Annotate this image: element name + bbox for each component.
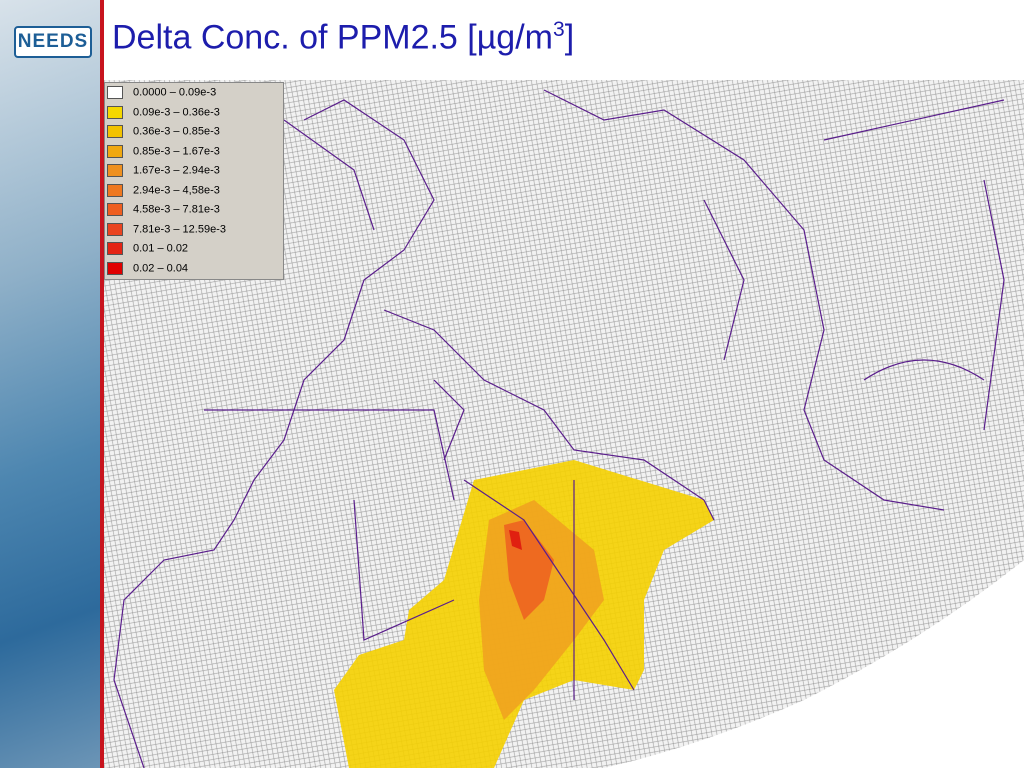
coastlines <box>113 89 1005 768</box>
legend-swatch <box>107 222 123 236</box>
title: Delta Conc. of PPM2.5 [µg/m3] <box>112 18 574 57</box>
legend-item: 0.02 – 0.04 <box>107 261 189 281</box>
plume-peak <box>509 530 522 550</box>
legend-swatch <box>107 242 123 255</box>
legend-item: 0.0000 – 0.09e-3 <box>107 86 216 105</box>
legend-label: 7.81e-3 – 12.59e-3 <box>133 222 226 235</box>
divider <box>100 0 104 768</box>
outside-domain <box>604 560 1024 768</box>
legend-item: 4.58e-3 – 7.81e-3 <box>107 203 220 222</box>
legend-swatch <box>107 125 123 138</box>
legend-label: 0.01 – 0.02 <box>133 242 189 255</box>
legend-item: 0.85e-3 – 1.67e-3 <box>107 144 220 164</box>
legend-swatch <box>107 86 123 99</box>
legend-swatch <box>107 261 123 275</box>
legend-swatch <box>107 144 123 158</box>
legend-swatch <box>107 203 123 216</box>
legend-item: 1.67e-3 – 2.94e-3 <box>107 164 220 183</box>
legend-label: 0.36e-3 – 0.85e-3 <box>133 125 220 138</box>
legend-label: 0.09e-3 – 0.36e-3 <box>133 105 220 118</box>
side-banner <box>0 0 100 768</box>
legend-item: 0.36e-3 – 0.85e-3 <box>107 125 220 144</box>
legend-label: 0.85e-3 – 1.67e-3 <box>133 144 220 157</box>
legend-label: 1.67e-3 – 2.94e-3 <box>133 164 220 177</box>
legend-item: 0.09e-3 – 0.36e-3 <box>107 105 220 125</box>
legend-label: 0.02 – 0.04 <box>133 261 189 274</box>
legend-swatch <box>107 105 123 119</box>
legend-label: 2.94e-3 – 4,58e-3 <box>133 183 220 196</box>
legend-label: 0.0000 – 0.09e-3 <box>133 86 217 99</box>
map <box>104 80 1024 768</box>
legend-swatch <box>107 183 123 197</box>
legend: 0.0000 – 0.09e-3 0.09e-3 – 0.36e-3 0.36e-3… <box>104 82 284 280</box>
legend-swatch <box>107 164 123 177</box>
legend-item: 0.01 – 0.02 <box>107 242 188 261</box>
legend-label: 4.58e-3 – 7.81e-3 <box>133 203 220 216</box>
legend-item: 2.94e-3 – 4,58e-3 <box>107 183 220 203</box>
logo: NEEDS <box>14 26 92 58</box>
title-superscript: 3 <box>553 18 565 41</box>
title-text: Delta Conc. of PPM2.5 [µg/m <box>112 18 553 57</box>
legend-item: 7.81e-3 – 12.59e-3 <box>107 222 226 242</box>
title-suffix: ] <box>564 18 575 57</box>
